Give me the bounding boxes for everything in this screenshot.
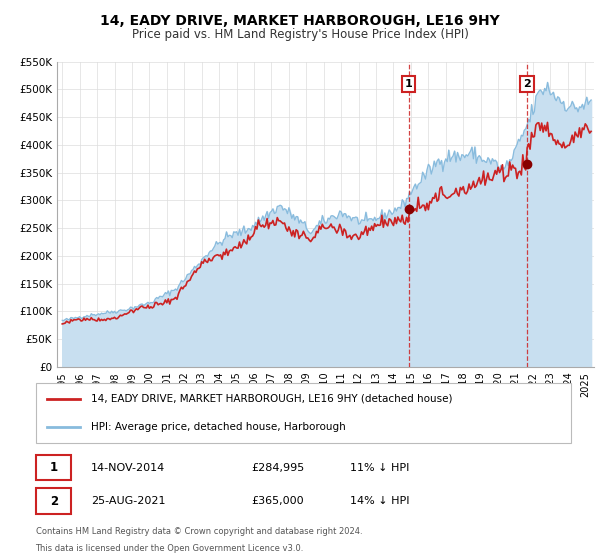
Text: £284,995: £284,995	[251, 463, 304, 473]
Text: 14-NOV-2014: 14-NOV-2014	[91, 463, 165, 473]
Text: £365,000: £365,000	[251, 496, 304, 506]
Text: Contains HM Land Registry data © Crown copyright and database right 2024.: Contains HM Land Registry data © Crown c…	[35, 527, 362, 536]
Text: 11% ↓ HPI: 11% ↓ HPI	[350, 463, 410, 473]
Text: HPI: Average price, detached house, Harborough: HPI: Average price, detached house, Harb…	[91, 422, 346, 432]
Text: 2: 2	[523, 79, 531, 89]
Text: 1: 1	[405, 79, 413, 89]
Text: 14% ↓ HPI: 14% ↓ HPI	[350, 496, 410, 506]
Text: 1: 1	[50, 461, 58, 474]
FancyBboxPatch shape	[35, 488, 71, 514]
Text: 2: 2	[50, 494, 58, 508]
Text: 14, EADY DRIVE, MARKET HARBOROUGH, LE16 9HY (detached house): 14, EADY DRIVE, MARKET HARBOROUGH, LE16 …	[91, 394, 452, 404]
FancyBboxPatch shape	[35, 455, 71, 480]
Text: This data is licensed under the Open Government Licence v3.0.: This data is licensed under the Open Gov…	[35, 544, 304, 553]
FancyBboxPatch shape	[35, 384, 571, 442]
Text: 14, EADY DRIVE, MARKET HARBOROUGH, LE16 9HY: 14, EADY DRIVE, MARKET HARBOROUGH, LE16 …	[100, 14, 500, 28]
Text: 25-AUG-2021: 25-AUG-2021	[91, 496, 165, 506]
Text: Price paid vs. HM Land Registry's House Price Index (HPI): Price paid vs. HM Land Registry's House …	[131, 28, 469, 41]
